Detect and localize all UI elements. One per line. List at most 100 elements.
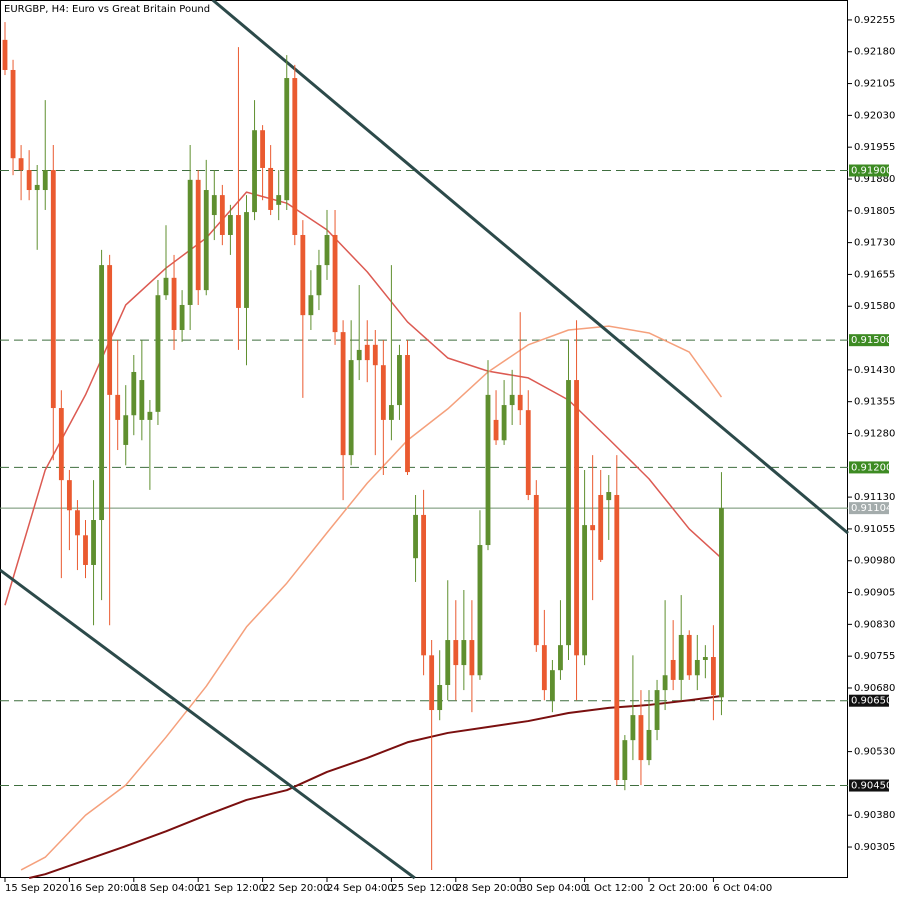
y-tick-label: 0.91130 [854,492,895,503]
candle-body [163,277,169,296]
candle-body [461,640,467,666]
level-label: 0.91900 [851,166,892,177]
candle-body [348,360,354,456]
candle-body [372,344,378,366]
candle-body [405,355,410,473]
candle-body [380,365,386,420]
candle-body [654,690,660,730]
candle-body [413,514,418,559]
trendline [0,568,416,880]
y-tick-label: 0.90305 [854,842,895,853]
level-label-box [849,779,889,792]
candle-body [549,670,555,701]
candle-body [139,380,145,420]
candle-body [187,179,193,305]
candle-body [131,371,137,416]
y-tick-label: 0.92105 [854,79,895,90]
candle-body [147,411,153,420]
candle-body [332,234,338,333]
candle-body [525,410,531,495]
chart-title: EURGBP, H4: Euro vs Great Britain Pound [4,4,210,15]
candle-body [179,304,185,330]
candle-body [356,349,362,361]
level-label: 0.91500 [851,335,892,346]
candle-body [501,405,507,441]
candle-body [26,170,32,191]
last-price-box [849,502,889,515]
indicator-layer [0,0,849,880]
candle-body [203,190,209,291]
y-tick-label: 0.91955 [854,142,895,153]
y-tick-label: 0.90530 [854,747,895,758]
moving-average [4,191,722,606]
candle-body [292,78,298,235]
x-tick-label: 2 Oct 20:00 [649,883,708,894]
candle-body [574,380,579,656]
candle-body [493,419,499,441]
candle-body [115,394,121,420]
candle-body [421,514,427,656]
candle-body [477,545,483,676]
y-tick-label: 0.90680 [854,683,895,694]
candle-body [219,195,225,235]
candle-body [34,184,40,191]
candle-body [308,295,314,316]
level-label-box [849,164,889,177]
candle-body [268,167,274,210]
y-tick-label: 0.91805 [854,206,895,217]
level-label: 0.90650 [851,696,892,707]
x-tick-label: 6 Oct 04:00 [713,883,772,894]
y-tick-label: 0.91355 [854,397,895,408]
candle-body [388,405,394,420]
candle-body [66,480,72,511]
candle-body [702,657,708,660]
candle-body [58,408,64,481]
y-tick-label: 0.91280 [854,428,895,439]
candle-body [42,170,48,191]
level-label-box [849,461,889,474]
candle-body [710,657,716,696]
candle-body [300,234,306,316]
candle-body [195,179,201,291]
moving-average [28,695,722,879]
x-tick-label: 24 Sep 04:00 [327,883,394,894]
candle-body [509,394,515,406]
x-tick-label: 28 Sep 20:00 [456,883,523,894]
candle-body [236,215,241,308]
x-tick-label: 21 Sep 12:00 [198,883,265,894]
candle-body [316,265,322,296]
candle-body [670,659,676,680]
level-label-box [849,694,889,707]
candle-body [622,740,628,781]
y-tick-label: 0.92255 [854,15,895,26]
candle-body [171,277,177,330]
x-tick-label: 18 Sep 04:00 [134,883,201,894]
candle-body [678,634,684,680]
candle-body [83,535,88,565]
candle-body [485,394,491,546]
candle-body [50,170,56,409]
candle-body [75,510,80,536]
x-tick-label: 15 Sep 2020 [5,883,68,894]
candle-body [694,659,700,676]
candle-body [397,355,402,406]
candle-body [244,212,249,308]
candle-body [284,78,290,201]
candle-body [445,640,451,686]
x-tick-label: 30 Sep 04:00 [520,883,587,894]
candle-body [614,494,620,781]
candle-body [252,130,257,213]
y-tick-label: 0.92180 [854,47,895,58]
candle-body [10,69,16,159]
y-tick-label: 0.90380 [854,810,895,821]
y-tick-label: 0.90830 [854,619,895,630]
y-tick-label: 0.90755 [854,651,895,662]
last-price-label: 0.91104 [851,503,892,514]
candle-body [91,520,96,565]
trendline [211,0,849,535]
y-tick-label: 0.91730 [854,238,895,249]
level-label: 0.90450 [851,781,892,792]
candle-body [582,525,588,656]
candle-body [662,675,668,691]
